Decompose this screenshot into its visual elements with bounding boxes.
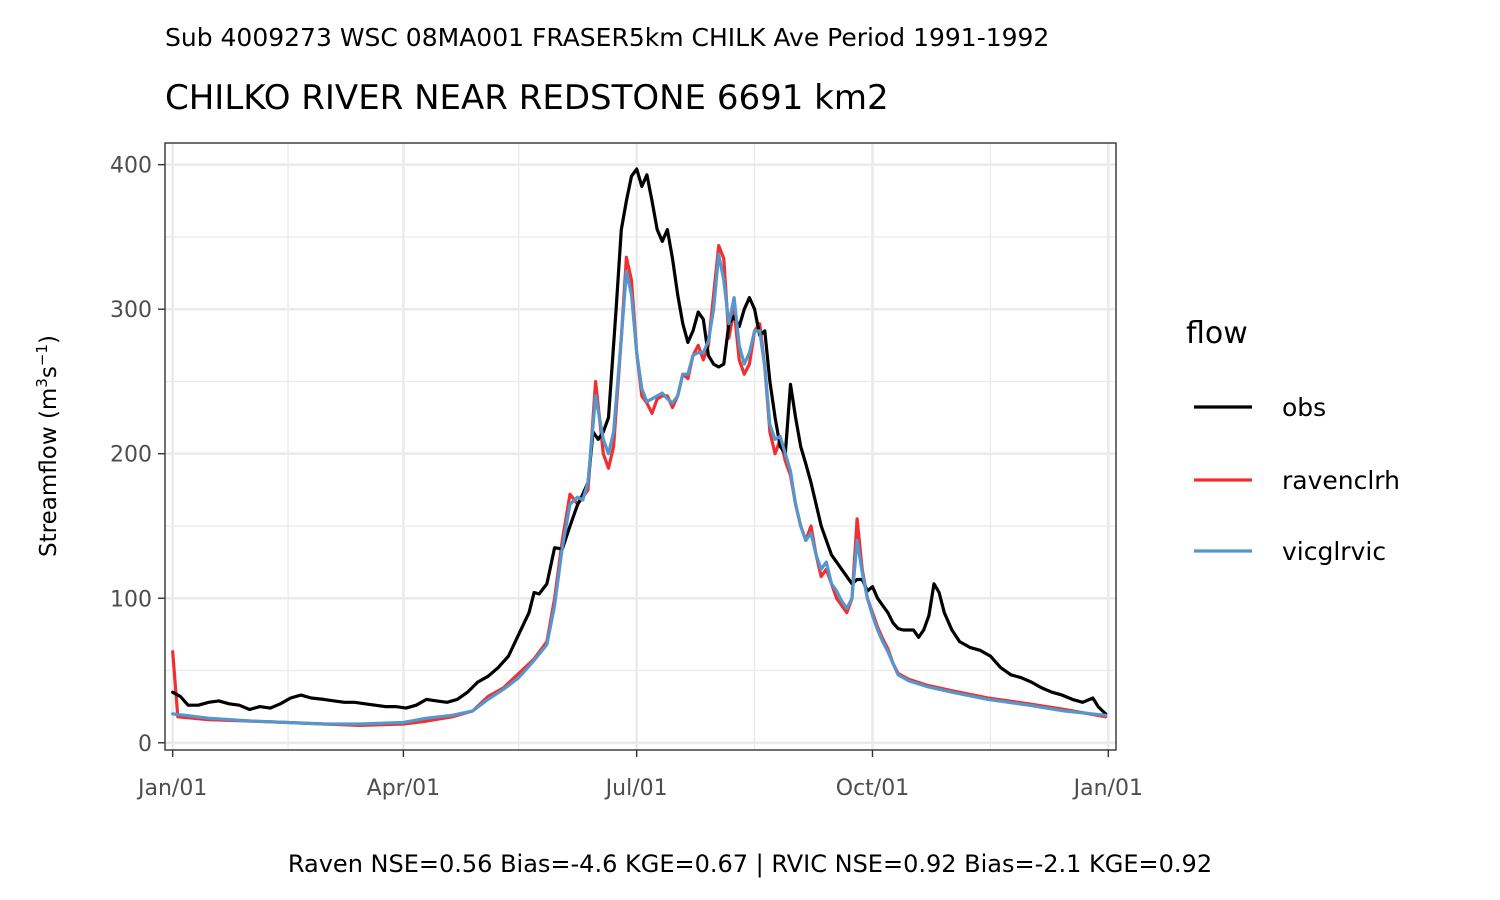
y-tick-label: 400 <box>110 154 152 179</box>
chart-subtitle: Sub 4009273 WSC 08MA001 FRASER5km CHILK … <box>165 23 1049 52</box>
chart-caption: Raven NSE=0.56 Bias=-4.6 KGE=0.67 | RVIC… <box>288 850 1212 878</box>
x-axis: Jan/01 Apr/01 Jul/01 Oct/01 Jan/01 <box>136 750 1143 801</box>
y-tick-label: 300 <box>110 298 152 323</box>
y-tick-label: 0 <box>138 732 152 757</box>
legend-label-obs: obs <box>1282 393 1326 422</box>
x-tick-label: Jan/01 <box>1072 776 1143 801</box>
grid-major <box>165 143 1116 750</box>
y-axis-title-end: ) <box>36 335 62 344</box>
y-axis: 0 100 200 300 400 <box>110 154 165 757</box>
plot-background <box>165 143 1116 750</box>
y-axis-title-sup2: −1 <box>33 344 51 366</box>
x-tick-label: Jul/01 <box>604 776 668 801</box>
legend-label-ravenclrh: ravenclrh <box>1282 466 1400 495</box>
y-tick-label: 200 <box>110 443 152 468</box>
x-tick-label: Oct/01 <box>836 776 909 801</box>
x-tick-label: Apr/01 <box>367 776 440 801</box>
y-axis-title: Streamflow (m3s−1) <box>33 335 62 557</box>
legend-title: flow <box>1186 316 1248 351</box>
y-tick-label: 100 <box>110 587 152 612</box>
y-axis-title-mid: s <box>36 366 62 378</box>
y-axis-title-sup1: 3 <box>33 378 51 388</box>
series-line-vicglrvic <box>171 252 1108 726</box>
legend: flow obs ravenclrh vicglrvic <box>1186 316 1400 566</box>
x-tick-label: Jan/01 <box>136 776 207 801</box>
series-layer <box>171 167 1108 728</box>
legend-label-vicglrvic: vicglrvic <box>1282 537 1386 566</box>
chart-title: CHILKO RIVER NEAR REDSTONE 6691 km2 <box>165 78 889 118</box>
plot-panel-border <box>164 142 1117 751</box>
y-axis-title-main: Streamflow (m <box>36 388 62 557</box>
series-line-obs <box>171 167 1108 716</box>
